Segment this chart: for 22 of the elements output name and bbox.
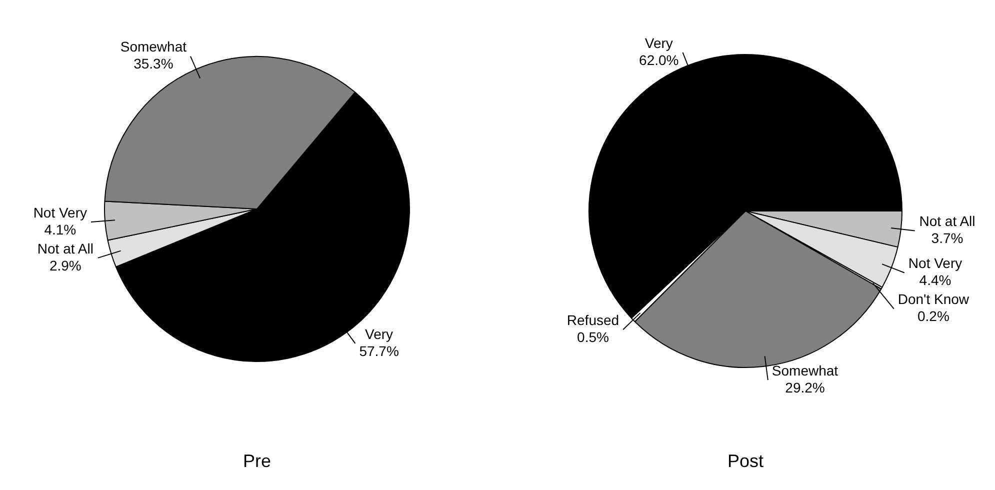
data-label: 3.7% <box>931 230 964 246</box>
slice-label: Somewhat <box>772 362 838 378</box>
data-label: 29.2% <box>785 379 825 396</box>
slice-label: Refused <box>566 312 620 328</box>
slice-label: Not Very <box>908 255 962 272</box>
data-label: 2.9% <box>49 257 82 274</box>
data-label: 0.2% <box>917 308 950 324</box>
slice-label: Don't Know <box>898 291 970 308</box>
slice-label: Somewhat <box>120 38 187 55</box>
slice-label: Not at All <box>919 213 976 230</box>
text: Post <box>727 450 764 471</box>
data-label: 62.0% <box>639 52 679 68</box>
data-label: 35.3% <box>134 56 174 72</box>
slice-label: Not at All <box>37 240 94 256</box>
data-label: 57.7% <box>359 342 399 359</box>
data-label: 4.4% <box>919 272 952 288</box>
slice-label: Very <box>365 326 394 342</box>
slice-label: Not Very <box>33 204 88 220</box>
data-label: 4.1% <box>44 221 76 238</box>
data-label: 0.5% <box>577 329 609 346</box>
slice-label: Very <box>644 34 673 51</box>
text: Pre <box>242 450 272 471</box>
